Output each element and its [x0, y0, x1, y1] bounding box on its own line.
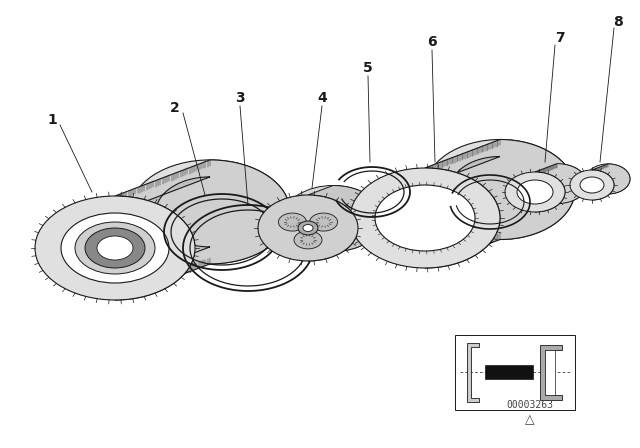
Ellipse shape: [311, 203, 355, 233]
Ellipse shape: [75, 222, 155, 274]
Text: 6: 6: [427, 35, 437, 49]
Text: 5: 5: [363, 61, 373, 75]
Ellipse shape: [35, 196, 195, 300]
Text: 3: 3: [235, 91, 245, 105]
Bar: [545, 350, 555, 395]
Text: 7: 7: [555, 31, 565, 45]
Ellipse shape: [570, 170, 614, 200]
Ellipse shape: [97, 236, 133, 260]
Text: 8: 8: [613, 15, 623, 29]
Ellipse shape: [156, 177, 264, 247]
Ellipse shape: [303, 224, 313, 232]
Ellipse shape: [85, 228, 145, 268]
Polygon shape: [61, 177, 210, 283]
Text: 4: 4: [317, 91, 327, 105]
Ellipse shape: [505, 172, 565, 212]
Polygon shape: [592, 164, 630, 200]
Ellipse shape: [539, 172, 575, 196]
Ellipse shape: [310, 213, 337, 231]
Ellipse shape: [350, 168, 500, 268]
Ellipse shape: [283, 185, 383, 251]
Ellipse shape: [298, 221, 318, 235]
Ellipse shape: [61, 213, 169, 283]
Ellipse shape: [596, 171, 620, 187]
Ellipse shape: [580, 177, 604, 193]
Polygon shape: [375, 156, 500, 251]
Ellipse shape: [375, 185, 475, 251]
Polygon shape: [540, 345, 562, 400]
Text: 2: 2: [170, 101, 180, 115]
Ellipse shape: [425, 139, 575, 240]
Polygon shape: [308, 185, 383, 261]
Ellipse shape: [258, 195, 358, 261]
Ellipse shape: [450, 156, 550, 223]
Ellipse shape: [294, 231, 322, 249]
Ellipse shape: [517, 180, 553, 204]
Bar: [485, 365, 533, 379]
Polygon shape: [115, 160, 290, 300]
Polygon shape: [467, 343, 479, 402]
Text: △: △: [525, 414, 535, 426]
Ellipse shape: [586, 164, 630, 194]
Bar: [455, 335, 575, 410]
Ellipse shape: [130, 160, 290, 264]
Ellipse shape: [278, 213, 307, 231]
Ellipse shape: [527, 164, 587, 204]
Polygon shape: [535, 164, 587, 212]
Text: 00003263: 00003263: [506, 400, 554, 410]
Polygon shape: [425, 139, 575, 268]
Text: 1: 1: [47, 113, 57, 127]
